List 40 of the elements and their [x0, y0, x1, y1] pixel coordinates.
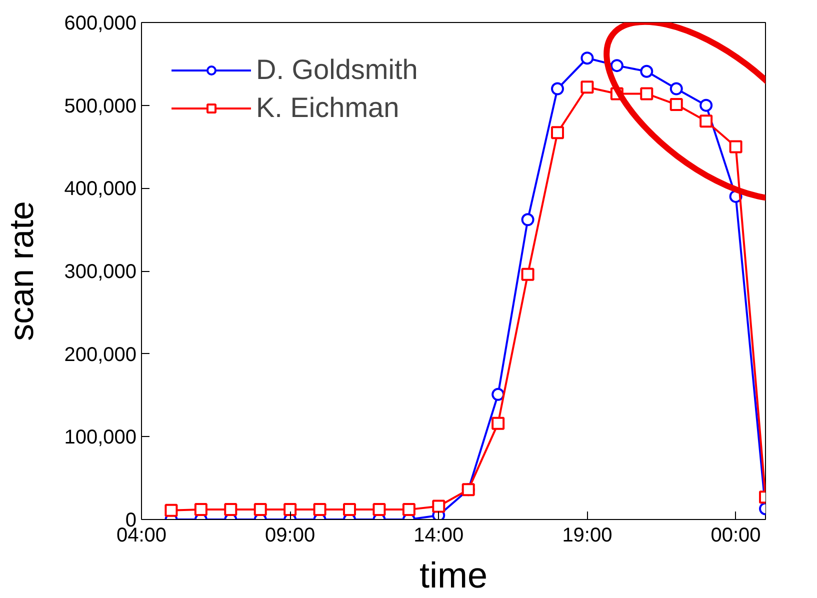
- x-tick-label: 14:00: [414, 524, 464, 546]
- point: [284, 503, 297, 516]
- y-tick-label: 400,000: [64, 178, 136, 200]
- point: [580, 52, 594, 65]
- point: [492, 388, 505, 401]
- point: [640, 64, 654, 78]
- point: [670, 98, 683, 112]
- point: [729, 140, 742, 154]
- point: [610, 59, 624, 72]
- x-tick-label: 19:00: [562, 524, 612, 546]
- point: [700, 114, 713, 128]
- y-tick-label: 500,000: [64, 95, 136, 118]
- point: [670, 82, 683, 96]
- point: [700, 98, 713, 112]
- point: [521, 213, 534, 226]
- point: [343, 503, 356, 516]
- legend-label: D. Goldsmith: [256, 53, 418, 87]
- point: [521, 268, 534, 281]
- point: [551, 126, 564, 140]
- point: [640, 87, 654, 100]
- y-tick-label: 100,000: [64, 426, 136, 449]
- x-tick-label: 09:00: [265, 524, 316, 546]
- point: [164, 504, 178, 517]
- point: [432, 500, 446, 513]
- point: [372, 503, 386, 516]
- x-axis-title: time: [419, 554, 488, 596]
- point: [224, 503, 238, 516]
- point: [313, 503, 326, 516]
- y-tick-label: 600,000: [64, 12, 136, 34]
- y-axis-title: scan rate: [3, 201, 42, 341]
- point: [551, 82, 564, 96]
- x-tick-label: 00:00: [710, 524, 761, 546]
- point: [254, 503, 267, 516]
- y-tick-label: 200,000: [64, 344, 136, 366]
- point: [402, 503, 416, 516]
- point: [492, 416, 505, 430]
- point: [194, 503, 208, 516]
- legend-label: K. Eichman: [256, 91, 400, 125]
- y-tick-label: 300,000: [64, 261, 136, 283]
- point: [580, 80, 594, 94]
